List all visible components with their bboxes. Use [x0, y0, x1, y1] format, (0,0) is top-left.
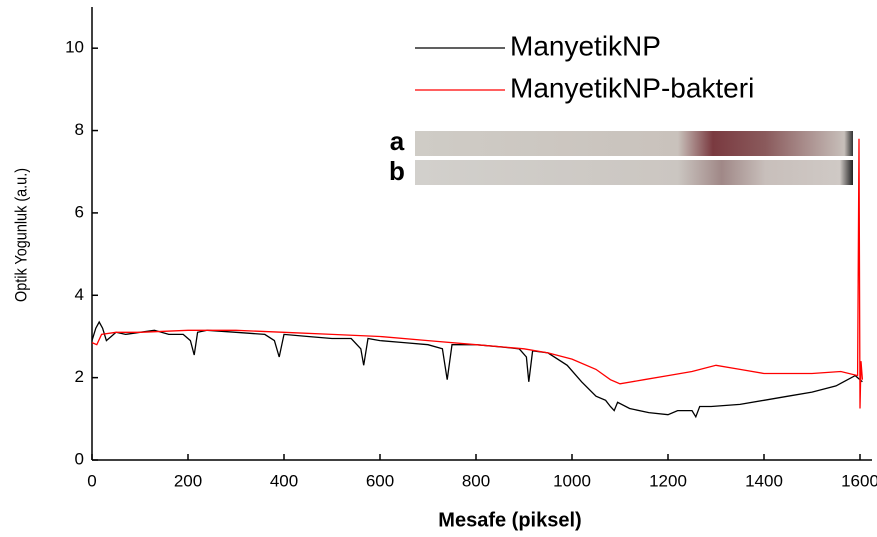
strip-label: a	[390, 126, 405, 156]
strip-image-a	[415, 131, 853, 156]
x-tick-label: 1600	[841, 471, 877, 490]
x-axis-label: Mesafe (piksel)	[438, 509, 581, 531]
strip-label: b	[389, 156, 405, 186]
y-tick-label: 8	[75, 120, 84, 139]
x-tick-label: 400	[270, 471, 298, 490]
x-tick-label: 600	[366, 471, 394, 490]
x-tick-label: 200	[174, 471, 202, 490]
y-tick-label: 6	[75, 202, 84, 221]
x-tick-label: 1400	[745, 471, 783, 490]
y-tick-label: 2	[75, 367, 84, 386]
series-line	[91, 138, 864, 409]
x-tick-label: 800	[462, 471, 490, 490]
x-tick-label: 1200	[649, 471, 687, 490]
y-axis-label: Optik Yogunluk (a.u.)	[12, 168, 30, 302]
y-tick-label: 0	[75, 449, 84, 468]
x-tick-label: 0	[87, 471, 96, 490]
series-line	[91, 320, 863, 419]
y-tick-label: 10	[65, 38, 84, 57]
legend-label: ManyetikNP	[510, 30, 661, 61]
y-tick-label: 4	[75, 285, 84, 304]
x-tick-label: 1000	[553, 471, 591, 490]
legend-label: ManyetikNP-bakteri	[510, 72, 754, 103]
strip-image-b	[415, 160, 853, 185]
